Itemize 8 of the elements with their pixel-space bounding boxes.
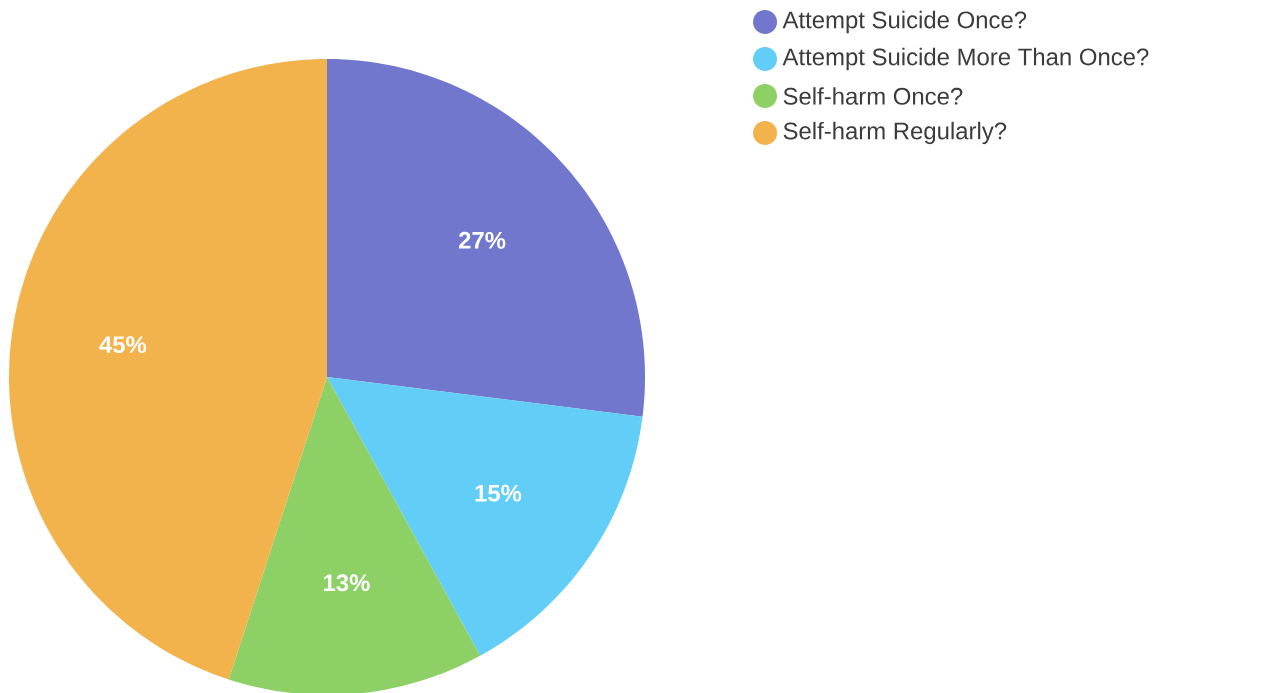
data-label: 45% xyxy=(99,336,147,354)
legend-label: Attempt Suicide More Than Once? xyxy=(782,47,1149,71)
data-label: 15% xyxy=(475,484,522,502)
legend-label: Self-harm Once? xyxy=(783,87,963,105)
legend-label: Self-harm Regularly? xyxy=(783,121,1007,145)
legend-label: Attempt Suicide Once? xyxy=(782,10,1027,34)
data-label: 13% xyxy=(324,574,370,592)
data-label: 27% xyxy=(458,231,506,249)
